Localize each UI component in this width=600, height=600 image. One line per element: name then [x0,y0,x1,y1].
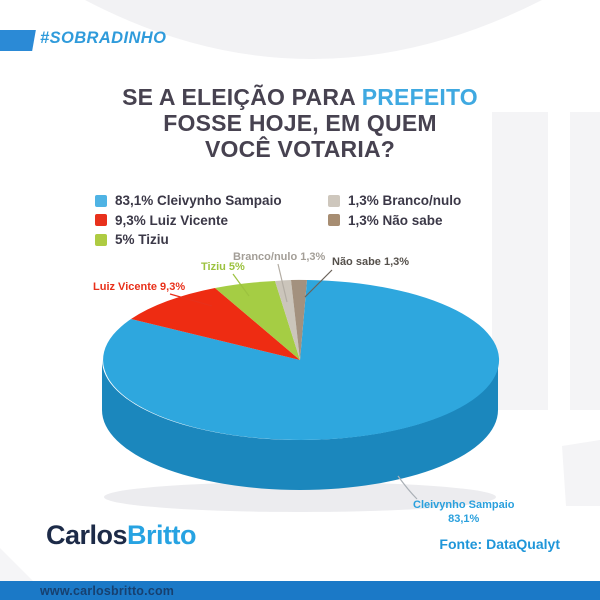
legend-left-column: 83,1% Cleivynho Sampaio 9,3% Luiz Vicent… [95,191,282,250]
leader-line-cleivynho [397,475,418,500]
pie-slice-branco-nulo [275,280,300,360]
leader-line-tiziu [232,273,250,297]
hashtag-label: #SOBRADINHO [40,29,167,47]
leader-line-nao-sabe [304,269,333,298]
title-line-3: VOCÊ VOTARIA? [204,136,395,162]
page-title: SE A ELEIÇÃO PARA PREFEITO FOSSE HOJE, E… [0,84,600,162]
legend-swatch-cleivynho [95,194,107,207]
legend-right-column: 1,3% Branco/nulo 1,3% Não sabe [328,191,461,230]
legend-swatch-luiz [95,214,107,227]
watermark-letter-bar-2 [570,112,600,410]
pie-label-cleivynho-value: 83,1% [448,513,480,525]
pie-label-cleivynho-name: Cleivynho Sampaio [413,499,515,511]
logo-carlos: Carlos [46,520,128,550]
watermark-letter-bar-1 [492,112,548,410]
source-credit: Fonte: DataQualyt [439,536,560,552]
pie-label-nao-sabe: Não sabe 1,3% [332,256,410,268]
pie-slice-cleivynho-sampaio [103,280,500,440]
pie-slice-luiz-vicente [131,288,300,360]
watermark-corner-right [562,440,600,506]
legend-item-tiziu: 5% Tiziu [95,230,282,250]
legend-item-label: 5% Tiziu [115,232,169,248]
title-line1-text: SE A ELEIÇÃO PARA [122,84,362,110]
footer-bar: www.carlosbritto.com [0,581,600,600]
pie-label-luiz-vicente: Luiz Vicente 9,3% [93,281,186,293]
legend-swatch-branco [328,194,340,207]
leader-line-branco [277,263,288,303]
pie-label-cleivynho-sampaio: Cleivynho Sampaio 83,1% [413,498,514,526]
legend-item-luiz-vicente: 9,3% Luiz Vicente [95,211,282,231]
pie-label-branco-nulo: Branco/nulo 1,3% [233,251,326,263]
legend-item-branco-nulo: 1,3% Branco/nulo [328,191,461,211]
legend-item-label: 1,3% Branco/nulo [348,193,462,209]
legend-item-nao-sabe: 1,3% Não sabe [328,211,461,231]
legend-item-cleivynho-sampaio: 83,1% Cleivynho Sampaio [95,191,282,211]
brand-logo: CarlosBritto [46,520,197,551]
legend-item-label: 9,3% Luiz Vicente [115,212,229,228]
pie-label-tiziu: Tiziu 5% [201,261,245,273]
legend-swatch-tiziu [95,233,107,246]
watermark-swoosh [85,0,542,59]
legend-item-label: 83,1% Cleivynho Sampaio [115,193,282,209]
leader-line-luiz [169,293,213,307]
title-line-1: SE A ELEIÇÃO PARA PREFEITO [0,84,600,110]
pie-side [102,360,498,490]
logo-britto: Britto [127,520,197,550]
legend-item-label: 1,3% Não sabe [348,212,443,228]
pie-shadow [104,482,496,512]
footer-url: www.carlosbritto.com [40,583,175,598]
title-highlight: PREFEITO [361,84,478,110]
pie-slice-tiziu [215,281,300,360]
title-line-2: FOSSE HOJE, EM QUEM [163,110,437,136]
pie-slice-nao-sabe [291,279,307,360]
legend-swatch-nao-sabe [328,214,340,227]
